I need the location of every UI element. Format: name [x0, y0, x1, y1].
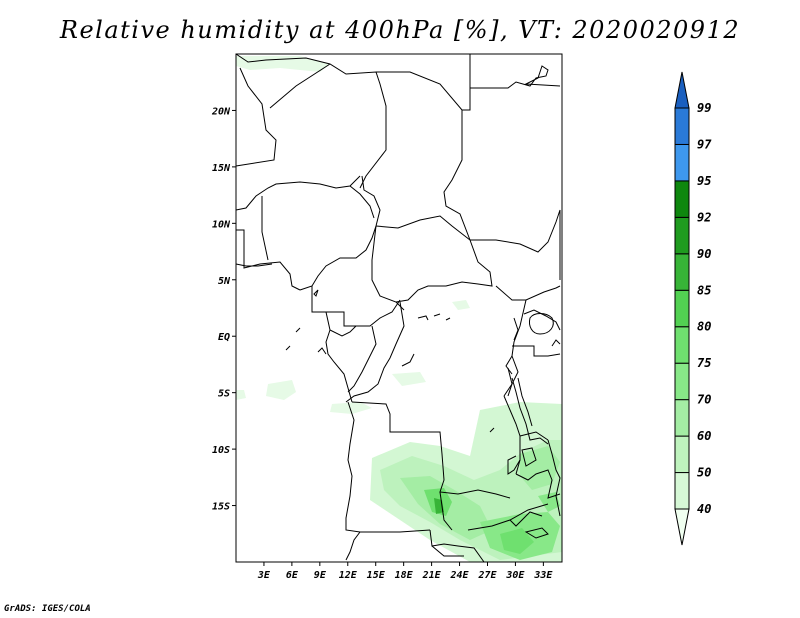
y-tick-label: 20N [211, 106, 231, 117]
map-frame [235, 53, 563, 563]
map-title: Relative humidity at 400hPa [%], VT: 202… [59, 16, 741, 44]
colorbar-level-label: 40 [697, 502, 711, 516]
colorbar-level-label: 60 [697, 429, 711, 443]
colorbar-bin [674, 289, 690, 328]
colorbar-lower-triangle [674, 508, 690, 546]
grads-credit: GrADS: IGES/COLA [4, 604, 91, 614]
x-tick-label: 21E [422, 570, 442, 581]
y-tick-label: 10S [212, 445, 230, 456]
colorbar-level-label: 70 [697, 393, 711, 407]
colorbar-level-label: 90 [697, 247, 711, 261]
x-tick-label: 30E [505, 570, 525, 581]
colorbar-level-label: 75 [697, 356, 711, 370]
axis-labels: 3E 6E 9E 12E 15E 18E 21E 24E 27E 30E 33E 20N 15N 10N 5… [211, 106, 553, 581]
y-tick-label: 15S [212, 502, 230, 513]
colorbar-level-label: 80 [697, 320, 711, 334]
colorbar-bin [674, 326, 690, 364]
humidity-shading [236, 56, 562, 562]
colorbar-bin [674, 107, 690, 145]
x-tick-label: 27E [477, 570, 497, 581]
x-tick-label: 12E [339, 570, 358, 581]
colorbar-bin [674, 216, 690, 255]
x-tick-label: 6E [286, 570, 299, 581]
colorbar-level-label: 99 [697, 101, 711, 115]
y-tick-label: 5S [218, 389, 230, 400]
country-borders [235, 53, 561, 563]
y-tick-label: 5N [218, 276, 231, 287]
colorbar-level-label: 50 [697, 466, 711, 480]
colorbar-level-label: 92 [697, 210, 711, 224]
colorbar-bin [674, 399, 690, 437]
colorbar-bin [674, 362, 690, 401]
x-tick-label: 3E [257, 570, 271, 581]
x-tick-label: 24E [450, 570, 470, 581]
colorbar-level-label: 97 [697, 137, 712, 151]
colorbar-bin [674, 253, 690, 291]
y-tick-label: 15N [212, 163, 231, 174]
colorbar-bin [674, 180, 690, 218]
colorbar-level-label: 85 [697, 283, 711, 297]
colorbar-level-label: 95 [697, 174, 711, 188]
lakes [285, 289, 561, 539]
x-tick-label: 15E [367, 570, 386, 581]
x-tick-label: 18E [395, 570, 414, 581]
axis-ticks [232, 109, 544, 566]
x-tick-label: 9E [314, 570, 327, 581]
x-tick-label: 33E [533, 570, 553, 581]
colorbar-bin [674, 143, 690, 182]
colorbar-bin [674, 472, 690, 510]
y-tick-label: 10N [212, 219, 231, 230]
colorbar-bin [674, 435, 690, 474]
colorbar: 40 50 60 70 75 80 85 90 92 95 97 99 [674, 71, 712, 546]
colorbar-upper-triangle [674, 71, 690, 109]
y-tick-label: EQ [218, 332, 230, 343]
